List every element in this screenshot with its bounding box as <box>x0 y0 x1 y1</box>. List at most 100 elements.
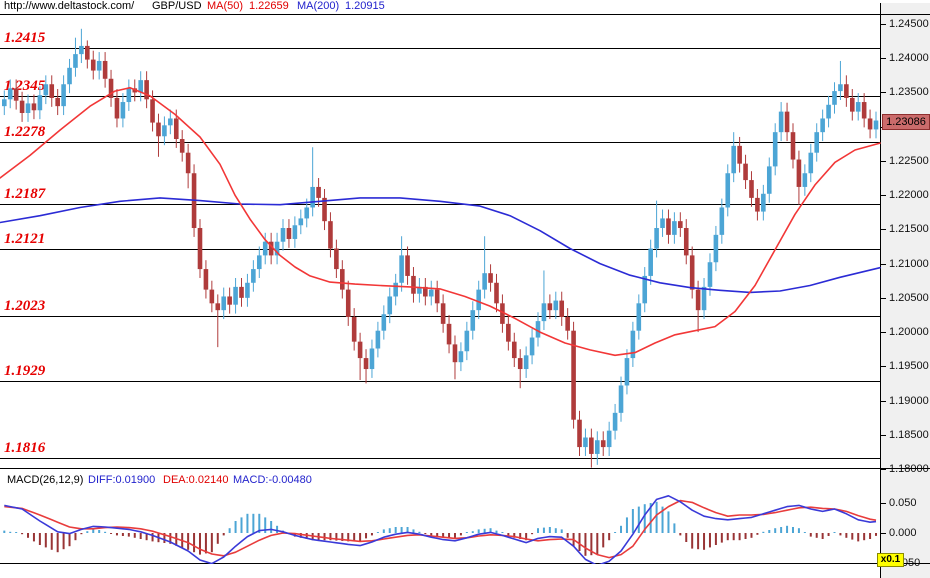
candle <box>393 282 398 297</box>
candle <box>90 59 96 71</box>
candle <box>304 207 310 219</box>
candle <box>636 303 642 331</box>
price-tick-mark <box>880 435 886 436</box>
candle <box>660 218 665 229</box>
candle <box>298 218 304 226</box>
candle <box>488 273 493 283</box>
candle <box>411 275 416 294</box>
candle <box>239 286 244 298</box>
candle <box>381 314 387 331</box>
candle <box>434 289 440 304</box>
candle <box>761 193 766 212</box>
price-tick-label: 1.24000 <box>889 52 929 64</box>
candle <box>672 221 677 235</box>
candle <box>701 286 707 311</box>
candle <box>61 84 66 107</box>
candle <box>482 273 487 290</box>
candle <box>43 84 49 96</box>
price-tick-mark <box>880 469 886 470</box>
candlestick-chart <box>0 14 930 469</box>
macd-macd-value: MACD:-0.00480 <box>233 474 312 486</box>
candle <box>256 255 262 270</box>
current-price-badge: 1.23086 <box>882 114 930 130</box>
macd-dea-value: DEA:0.02140 <box>163 474 229 486</box>
candle <box>506 323 511 342</box>
macd-tick-mark <box>880 533 886 534</box>
candle <box>577 419 582 448</box>
candle <box>743 163 748 181</box>
candle <box>49 84 55 98</box>
price-tick-mark <box>880 298 886 299</box>
candle <box>79 45 84 55</box>
candle <box>209 289 215 304</box>
candle <box>173 118 179 140</box>
macd-title: MACD(26,12,9) <box>7 474 84 486</box>
candle <box>494 282 499 304</box>
candle <box>440 303 446 324</box>
candle <box>476 289 481 311</box>
candle <box>511 341 517 359</box>
candle <box>316 186 321 198</box>
candle <box>233 286 238 305</box>
candle <box>648 248 653 276</box>
candle <box>695 289 701 311</box>
candle <box>867 118 873 130</box>
price-tick-mark <box>880 161 886 162</box>
price-tick-mark <box>880 264 886 265</box>
candle <box>802 173 808 187</box>
candle <box>844 84 849 98</box>
candle <box>683 228 689 256</box>
candle <box>7 88 13 100</box>
level-label: 1.2278 <box>4 124 46 140</box>
candle <box>387 296 393 315</box>
candle <box>375 330 381 349</box>
candle <box>707 262 713 287</box>
candle <box>156 122 161 137</box>
candle <box>517 358 523 370</box>
candle <box>120 102 126 119</box>
candle <box>713 234 719 263</box>
price-tick-label: 1.18500 <box>889 429 929 441</box>
candle <box>19 100 25 113</box>
candle <box>405 255 410 276</box>
candle <box>464 330 470 352</box>
price-axis-strip <box>880 3 930 578</box>
candle <box>725 173 731 208</box>
candle <box>849 97 855 112</box>
level-label: 1.2121 <box>4 231 46 247</box>
candle <box>114 97 120 119</box>
price-tick-label: 1.21500 <box>889 223 929 235</box>
macd-header-bar: MACD(26,12,9) DIFF:0.01900 DEA:0.02140 M… <box>0 474 880 488</box>
candle <box>808 152 814 174</box>
price-tick-mark <box>880 24 886 25</box>
candle <box>357 341 363 359</box>
candle <box>37 95 43 111</box>
candle <box>749 180 754 198</box>
candle <box>589 437 594 454</box>
candle <box>73 54 78 68</box>
source-url[interactable]: http://www.deltastock.com/ <box>4 0 135 12</box>
candle <box>470 310 476 331</box>
candle <box>796 159 802 187</box>
level-label: 1.2187 <box>4 186 46 202</box>
ma200-value: 1.20915 <box>345 0 385 12</box>
candle <box>203 269 209 290</box>
candle <box>571 330 576 420</box>
candle <box>618 385 624 413</box>
candle <box>215 303 221 311</box>
price-tick-label: 1.22500 <box>889 155 929 167</box>
chart-header-bar: http://www.deltastock.com/ GBP/USD MA(50… <box>0 0 930 14</box>
candle <box>523 355 529 370</box>
candle <box>138 80 143 93</box>
candle <box>31 103 37 111</box>
level-label: 1.2415 <box>4 30 46 46</box>
price-tick-mark <box>880 58 886 59</box>
ma50-label: MA(50) <box>207 0 244 12</box>
candle <box>832 91 837 105</box>
candle <box>197 228 203 270</box>
price-tick-label: 1.21000 <box>889 258 929 270</box>
candle <box>334 248 339 270</box>
candle <box>245 282 250 298</box>
candle <box>185 152 191 174</box>
candle <box>162 125 167 137</box>
